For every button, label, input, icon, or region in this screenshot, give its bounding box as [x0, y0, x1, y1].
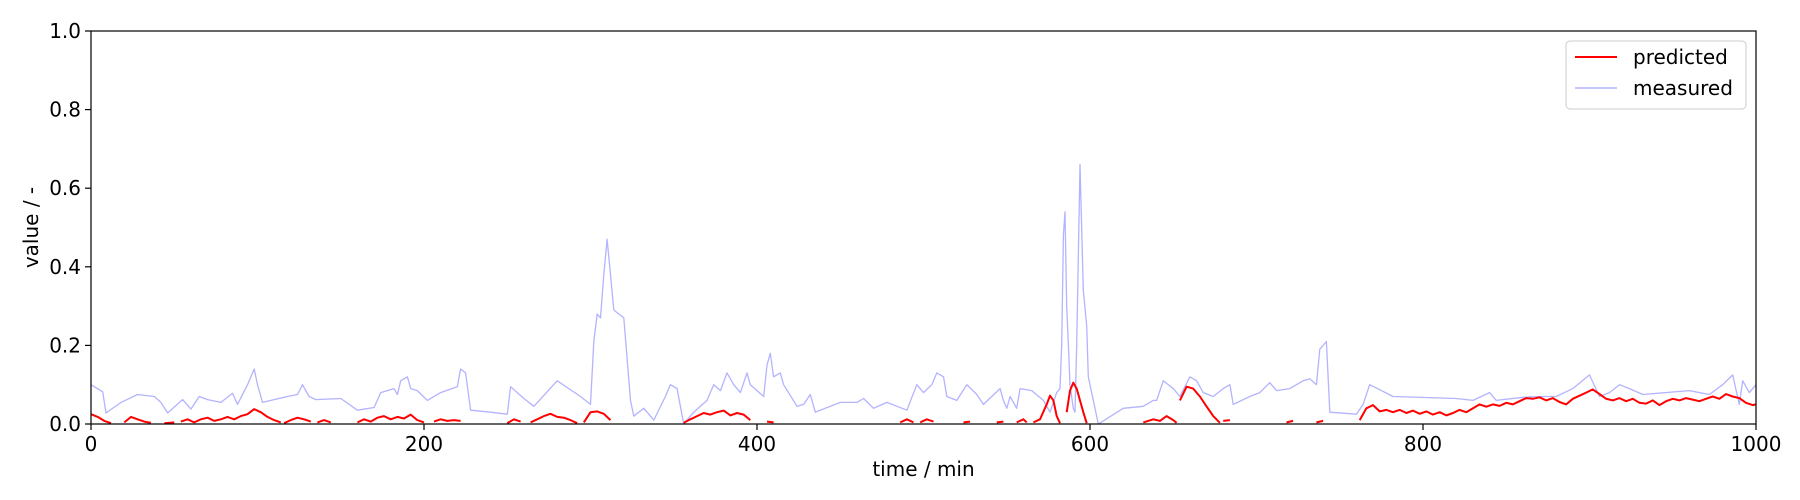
series-line-predicted-23: [1286, 419, 1294, 424]
series-line-predicted-6: [356, 413, 425, 424]
series-line-predicted-13: [899, 418, 914, 424]
series-line-predicted-19: [1065, 381, 1088, 424]
series-line-predicted-14: [919, 418, 934, 424]
y-tick-label: 0.8: [49, 98, 81, 122]
series-line-predicted-15: [963, 420, 971, 424]
series-line-predicted-18: [1032, 394, 1061, 424]
plot-frame: [90, 30, 1757, 425]
series-line-predicted-22: [1223, 419, 1231, 422]
x-tick-label: 200: [405, 432, 443, 456]
legend-label-measured: measured: [1633, 76, 1733, 100]
series-line-predicted-12: [766, 420, 774, 424]
x-tick-label: 0: [85, 432, 98, 456]
series-line-predicted-10: [582, 410, 612, 423]
series-line-predicted-11: [683, 409, 751, 424]
series-line-predicted-16: [996, 420, 1004, 424]
series-line-predicted-7: [433, 418, 461, 423]
series-line-predicted-4: [283, 416, 312, 424]
y-tick-label: 0.2: [49, 333, 81, 357]
x-tick-label: 800: [1404, 432, 1442, 456]
series-line-predicted-0: [91, 413, 112, 424]
series-line-predicted-17: [1016, 418, 1028, 424]
x-tick-label: 400: [738, 432, 776, 456]
series-line-measured-0: [91, 163, 1756, 424]
series-predicted: [91, 381, 1756, 424]
x-tick-label: 600: [1071, 432, 1109, 456]
series-line-predicted-2: [164, 421, 175, 424]
series-line-predicted-25: [1358, 388, 1756, 421]
y-tick-label: 0.4: [49, 255, 81, 279]
x-axis-label: time / min: [872, 457, 974, 481]
y-tick-label: 0.6: [49, 176, 81, 200]
series-line-predicted-9: [530, 412, 578, 424]
series-line-predicted-8: [506, 418, 521, 424]
legend: predicted measured: [1565, 40, 1747, 110]
series-line-predicted-3: [180, 408, 282, 424]
series-line-predicted-1: [123, 415, 152, 424]
series-line-predicted-21: [1179, 385, 1221, 424]
legend-label-predicted: predicted: [1633, 45, 1728, 69]
y-tick-label: 1.0: [49, 19, 81, 43]
series-layer: [91, 163, 1756, 424]
series-line-predicted-5: [317, 419, 332, 424]
y-axis-label: value / -: [19, 187, 43, 268]
series-line-predicted-24: [1316, 419, 1324, 424]
ticks-layer: 0 200 400 600 800 1000 0.0 0.2 0.4 0.6 0.8 1.0: [49, 19, 1781, 456]
y-tick-label: 0.0: [49, 412, 81, 436]
series-measured: [91, 163, 1756, 424]
series-line-predicted-20: [1143, 415, 1178, 424]
x-tick-label: 1000: [1731, 432, 1782, 456]
